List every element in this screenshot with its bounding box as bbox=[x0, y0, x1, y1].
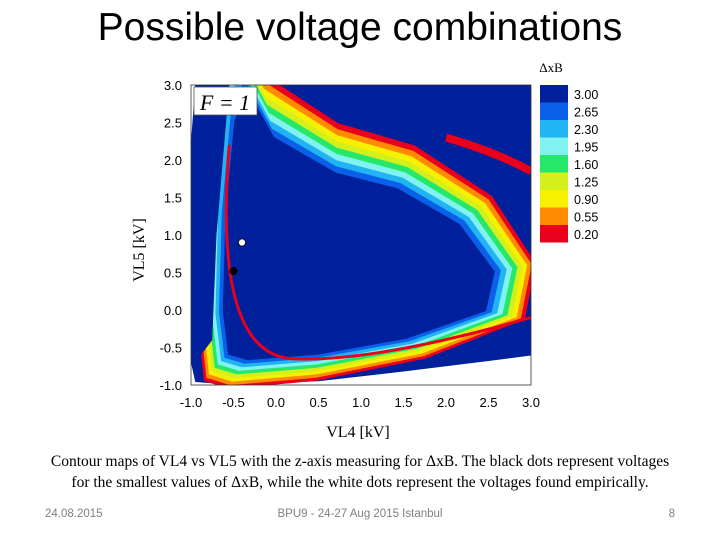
plot-area bbox=[191, 85, 531, 385]
legend-swatch bbox=[540, 85, 568, 103]
x-tick-label: 1.0 bbox=[352, 395, 370, 410]
legend-swatch bbox=[540, 172, 568, 190]
annotation-text: F = 1 bbox=[199, 90, 250, 115]
x-tick-label: -0.5 bbox=[222, 395, 244, 410]
y-tick-label: 1.0 bbox=[164, 228, 182, 243]
y-tick-labels: 3.0 2.5 2.0 1.5 1.0 0.5 0.0 -0.5 -1.0 bbox=[160, 78, 182, 393]
data-points bbox=[229, 238, 246, 275]
y-axis-label: VL5 [kV] bbox=[131, 218, 148, 282]
colorbar-legend: 3.00 2.65 2.30 1.95 1.60 1.25 0.90 0.55 0.20 bbox=[540, 85, 598, 243]
x-tick-label: 3.0 bbox=[522, 395, 540, 410]
y-tick-label: -0.5 bbox=[160, 341, 182, 356]
footer-page-number: 8 bbox=[668, 508, 675, 520]
x-tick-labels: -1.0 -0.5 0.0 0.5 1.0 1.5 2.0 2.5 3.0 bbox=[180, 395, 540, 410]
legend-label: 1.25 bbox=[574, 175, 598, 189]
empirical-point bbox=[237, 238, 246, 247]
footer-date: 24.08.2015 bbox=[45, 508, 103, 520]
annotation-box: F = 1 bbox=[193, 86, 258, 116]
y-tick-label: 2.0 bbox=[164, 153, 182, 168]
contour-figure: F = 1 -1.0 -0.5 0.0 0.5 1.0 1.5 2.0 2.5 3.0 3.0 2… bbox=[131, 60, 598, 441]
x-tick-label: 2.0 bbox=[437, 395, 455, 410]
legend-swatch bbox=[540, 207, 568, 225]
x-tick-label: 1.5 bbox=[394, 395, 412, 410]
y-tick-label: -1.0 bbox=[160, 378, 182, 393]
legend-swatch bbox=[540, 102, 568, 120]
contour-band bbox=[195, 85, 230, 363]
contour-bands bbox=[191, 85, 531, 385]
colorbar-title: ΔxB bbox=[539, 60, 563, 75]
legend-label: 2.30 bbox=[574, 123, 598, 137]
legend-label: 3.00 bbox=[574, 88, 598, 102]
caption-line-2: for the smallest values of ΔxB, while th… bbox=[71, 474, 649, 491]
x-tick-label: 0.0 bbox=[267, 395, 285, 410]
y-tick-label: 1.5 bbox=[164, 191, 182, 206]
legend-label: 1.95 bbox=[574, 140, 598, 154]
y-tick-label: 0.5 bbox=[164, 266, 182, 281]
plot-frame bbox=[190, 84, 532, 386]
footer-event: BPU9 - 24-27 Aug 2015 Istanbul bbox=[277, 508, 443, 520]
y-tick-label: 0.0 bbox=[164, 303, 182, 318]
legend-swatch bbox=[540, 190, 568, 208]
legend-label: 2.65 bbox=[574, 105, 598, 119]
y-tick-label: 3.0 bbox=[164, 78, 182, 93]
caption-line-1: Contour maps of VL4 vs VL5 with the z-ax… bbox=[50, 453, 670, 470]
legend-swatch bbox=[540, 137, 568, 155]
legend-swatch bbox=[540, 120, 568, 138]
x-tick-label: -1.0 bbox=[180, 395, 202, 410]
contour-band bbox=[226, 100, 489, 357]
legend-label: 0.55 bbox=[574, 210, 598, 224]
figure-caption: Contour maps of VL4 vs VL5 with the z-ax… bbox=[6, 451, 714, 493]
contour-ridge bbox=[444, 133, 531, 175]
x-axis-label: VL4 [kV] bbox=[326, 424, 390, 441]
legend-label: 0.90 bbox=[574, 193, 598, 207]
x-tick-label: 0.5 bbox=[309, 395, 327, 410]
y-tick-label: 2.5 bbox=[164, 116, 182, 131]
contour-valley bbox=[224, 144, 531, 361]
legend-swatch bbox=[540, 155, 568, 173]
legend-swatch bbox=[540, 225, 568, 243]
legend-label: 1.60 bbox=[574, 158, 598, 172]
legend-label: 0.20 bbox=[574, 228, 598, 242]
x-tick-label: 2.5 bbox=[479, 395, 497, 410]
slide-title: Possible voltage combinations bbox=[97, 6, 623, 49]
minimum-point bbox=[229, 266, 238, 275]
